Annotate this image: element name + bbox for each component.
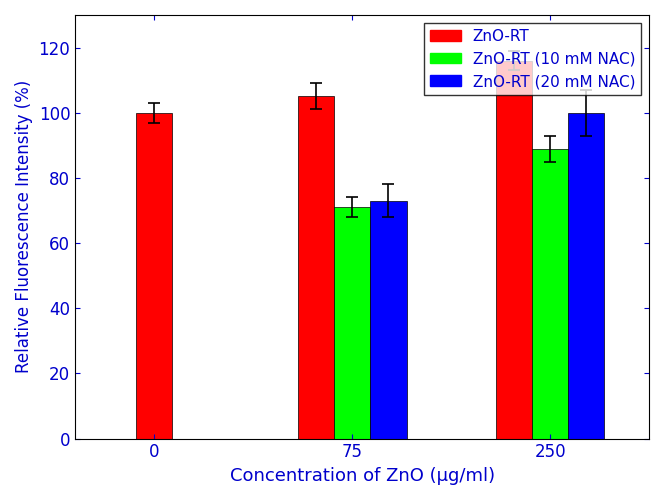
Bar (297, 96, 334, 438)
Bar (334, 207, 371, 438)
Y-axis label: Relative Fluorescence Intensity (%): Relative Fluorescence Intensity (%) (15, 80, 33, 374)
Bar (495, 60, 532, 438)
X-axis label: Concentration of ZnO (μg/ml): Concentration of ZnO (μg/ml) (230, 467, 495, 485)
Legend: ZnO-RT, ZnO-RT (10 mM NAC), ZnO-RT (20 mM NAC): ZnO-RT, ZnO-RT (10 mM NAC), ZnO-RT (20 m… (424, 22, 641, 95)
Bar (568, 113, 604, 438)
Bar (532, 148, 568, 439)
Bar (136, 113, 173, 438)
Bar (371, 200, 406, 438)
